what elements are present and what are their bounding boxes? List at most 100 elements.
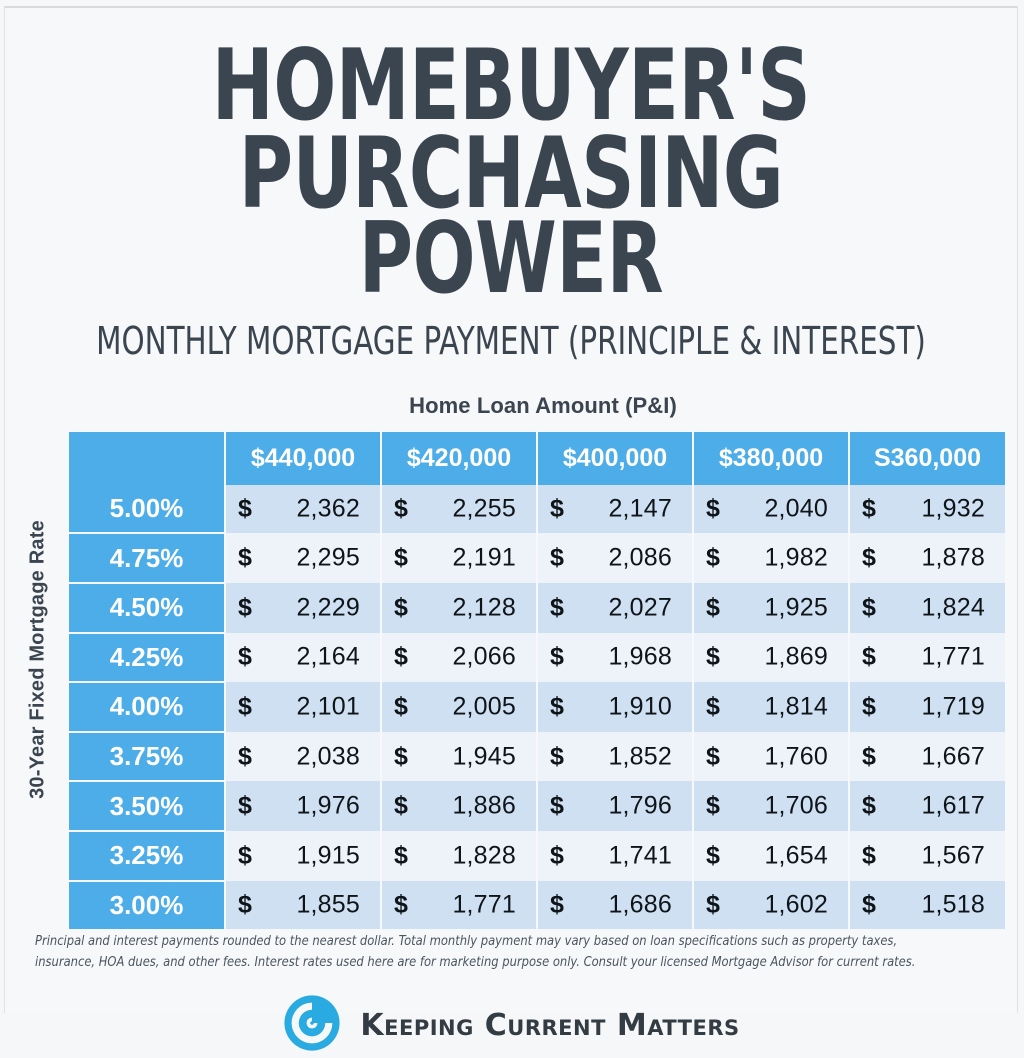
payment-cell: $1,828 bbox=[381, 830, 538, 881]
row-header-rate: 4.50% bbox=[69, 582, 226, 634]
payment-cell: $2,255 bbox=[381, 484, 538, 534]
payment-cell: $1,760 bbox=[693, 731, 850, 782]
currency-symbol: $ bbox=[394, 841, 408, 870]
currency-symbol: $ bbox=[394, 791, 408, 820]
footnote-disclaimer: Principal and interest payments rounded … bbox=[35, 932, 916, 970]
payment-cell: $2,040 bbox=[693, 484, 850, 534]
page-title-line-2: PURCHASING POWER bbox=[238, 117, 784, 316]
row-header-rate: 4.75% bbox=[69, 533, 226, 584]
payment-cell: $1,915 bbox=[225, 830, 382, 881]
currency-symbol: $ bbox=[550, 494, 564, 523]
payment-value: 1,968 bbox=[608, 642, 672, 671]
payment-value: 1,667 bbox=[921, 742, 985, 771]
payment-cell: $1,824 bbox=[849, 582, 1005, 633]
payment-value: 1,814 bbox=[764, 692, 828, 721]
payment-value: 1,518 bbox=[921, 890, 985, 919]
table-row: 3.50% $1,976 $1,886 $1,796 $1,706 $1,617 bbox=[69, 781, 1005, 832]
table-row: 4.25% $2,164 $2,066 $1,968 $1,869 $1,771 bbox=[69, 632, 1005, 684]
payment-value: 1,945 bbox=[452, 742, 516, 771]
payment-cell: $1,886 bbox=[381, 781, 538, 831]
payment-value: 2,101 bbox=[296, 692, 360, 721]
currency-symbol: $ bbox=[706, 543, 720, 572]
payment-value: 1,855 bbox=[296, 890, 360, 919]
table-row: 4.75% $2,295 $2,191 $2,086 $1,982 $1,878 bbox=[69, 533, 1005, 584]
payment-value: 1,828 bbox=[452, 841, 516, 870]
table-body: 5.00% $2,362 $2,255 $2,147 $2,040 $1,932 4.75%… bbox=[69, 484, 1005, 930]
table-row: 3.00% $1,855 $1,771 $1,686 $1,602 $1,518 bbox=[69, 880, 1005, 930]
payment-value: 1,741 bbox=[608, 841, 672, 870]
currency-symbol: $ bbox=[550, 593, 564, 622]
payment-cell: $1,814 bbox=[693, 682, 850, 732]
payment-cell: $1,878 bbox=[849, 533, 1005, 583]
currency-symbol: $ bbox=[550, 742, 564, 771]
payment-cell: $2,147 bbox=[537, 484, 694, 534]
payment-cell: $1,855 bbox=[225, 880, 382, 930]
payment-cell: $2,191 bbox=[381, 533, 538, 583]
title-block: HOMEBUYER'S PURCHASING POWER MONTHLY MOR… bbox=[5, 8, 1017, 363]
column-header-400000: $400,000 bbox=[537, 431, 694, 485]
payment-value: 2,255 bbox=[452, 494, 516, 523]
payment-value: 2,027 bbox=[608, 593, 672, 622]
currency-symbol: $ bbox=[394, 494, 408, 523]
currency-symbol: $ bbox=[238, 742, 252, 771]
payment-cell: $1,686 bbox=[537, 880, 694, 930]
payment-cell: $2,101 bbox=[225, 682, 382, 732]
payment-cell: $1,771 bbox=[381, 880, 538, 930]
payment-value: 1,925 bbox=[764, 593, 828, 622]
currency-symbol: $ bbox=[550, 543, 564, 572]
row-header-rate: 3.00% bbox=[69, 880, 226, 930]
payment-value: 2,040 bbox=[764, 494, 828, 523]
currency-symbol: $ bbox=[706, 791, 720, 820]
currency-symbol: $ bbox=[862, 742, 876, 771]
payment-value: 1,567 bbox=[921, 841, 985, 870]
table-corner-cell bbox=[69, 431, 226, 485]
payment-cell: $1,869 bbox=[693, 632, 850, 683]
currency-symbol: $ bbox=[394, 593, 408, 622]
payment-value: 1,706 bbox=[764, 791, 828, 820]
currency-symbol: $ bbox=[550, 642, 564, 671]
currency-symbol: $ bbox=[238, 593, 252, 622]
payment-value: 1,686 bbox=[608, 890, 672, 919]
payment-value: 1,824 bbox=[921, 593, 985, 622]
payment-table-area: 30-Year Fixed Mortgage Rate $440,000 $42… bbox=[5, 431, 1017, 930]
payment-value: 1,796 bbox=[608, 791, 672, 820]
currency-symbol: $ bbox=[550, 841, 564, 870]
payment-value: 1,852 bbox=[608, 742, 672, 771]
payment-cell: $1,518 bbox=[849, 880, 1005, 930]
table-row: 4.50% $2,229 $2,128 $2,027 $1,925 $1,824 bbox=[69, 582, 1005, 634]
currency-symbol: $ bbox=[394, 543, 408, 572]
currency-symbol: $ bbox=[862, 841, 876, 870]
payment-cell: $1,976 bbox=[225, 781, 382, 831]
column-header-380000: $380,000 bbox=[693, 431, 850, 485]
payment-cell: $1,617 bbox=[849, 781, 1005, 831]
row-axis-title-label: 30-Year Fixed Mortgage Rate bbox=[26, 519, 49, 799]
payment-cell: $1,910 bbox=[537, 682, 694, 732]
payment-value: 1,886 bbox=[452, 791, 516, 820]
brand-lockup: Keeping Current Matters bbox=[5, 993, 1017, 1058]
row-header-rate: 3.50% bbox=[69, 781, 226, 832]
infographic-frame: HOMEBUYER'S PURCHASING POWER MONTHLY MOR… bbox=[4, 6, 1018, 1051]
page-subtitle: MONTHLY MORTGAGE PAYMENT (PRINCIPLE & IN… bbox=[96, 318, 926, 363]
payment-cell: $2,164 bbox=[225, 632, 382, 683]
payment-value: 1,719 bbox=[921, 692, 985, 721]
payment-value: 1,910 bbox=[608, 692, 672, 721]
currency-symbol: $ bbox=[238, 494, 252, 523]
payment-cell: $1,654 bbox=[693, 830, 850, 881]
payment-cell: $1,932 bbox=[849, 484, 1005, 534]
payment-cell: $2,005 bbox=[381, 682, 538, 732]
payment-cell: $1,771 bbox=[849, 632, 1005, 683]
currency-symbol: $ bbox=[238, 841, 252, 870]
payment-value: 1,617 bbox=[921, 791, 985, 820]
currency-symbol: $ bbox=[238, 642, 252, 671]
currency-symbol: $ bbox=[706, 642, 720, 671]
payment-cell: $1,982 bbox=[693, 533, 850, 583]
row-header-rate: 4.00% bbox=[69, 682, 226, 733]
table-row: 3.25% $1,915 $1,828 $1,741 $1,654 $1,567 bbox=[69, 830, 1005, 882]
currency-symbol: $ bbox=[238, 543, 252, 572]
currency-symbol: $ bbox=[550, 890, 564, 919]
payment-cell: $2,038 bbox=[225, 731, 382, 782]
currency-symbol: $ bbox=[238, 692, 252, 721]
payment-cell: $1,925 bbox=[693, 582, 850, 633]
payment-cell: $1,852 bbox=[537, 731, 694, 782]
column-axis-title: Home Loan Amount (P&I) bbox=[409, 392, 677, 418]
